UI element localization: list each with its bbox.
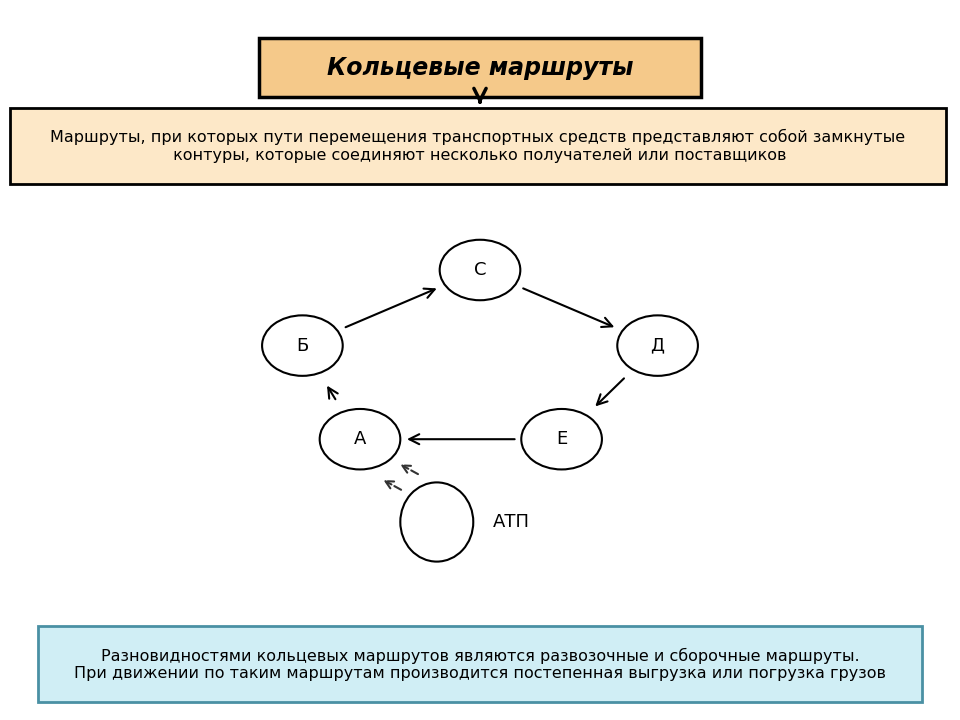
Ellipse shape: [400, 482, 473, 562]
Circle shape: [440, 240, 520, 300]
Text: Б: Б: [297, 336, 308, 354]
FancyBboxPatch shape: [10, 108, 946, 184]
Text: Кольцевые маршруты: Кольцевые маршруты: [326, 55, 634, 80]
Circle shape: [320, 409, 400, 469]
Text: АТП: АТП: [492, 513, 530, 531]
Text: Е: Е: [556, 430, 567, 448]
Text: Маршруты, при которых пути перемещения транспортных средств представляют собой з: Маршруты, при которых пути перемещения т…: [50, 129, 905, 163]
FancyBboxPatch shape: [38, 626, 922, 702]
FancyBboxPatch shape: [259, 38, 701, 97]
Text: А: А: [354, 430, 366, 448]
Text: С: С: [473, 261, 487, 279]
Circle shape: [521, 409, 602, 469]
Text: Д: Д: [651, 336, 664, 354]
Text: Разновидностями кольцевых маршрутов являются развозочные и сборочные маршруты.
П: Разновидностями кольцевых маршрутов явля…: [74, 647, 886, 681]
Circle shape: [262, 315, 343, 376]
Circle shape: [617, 315, 698, 376]
